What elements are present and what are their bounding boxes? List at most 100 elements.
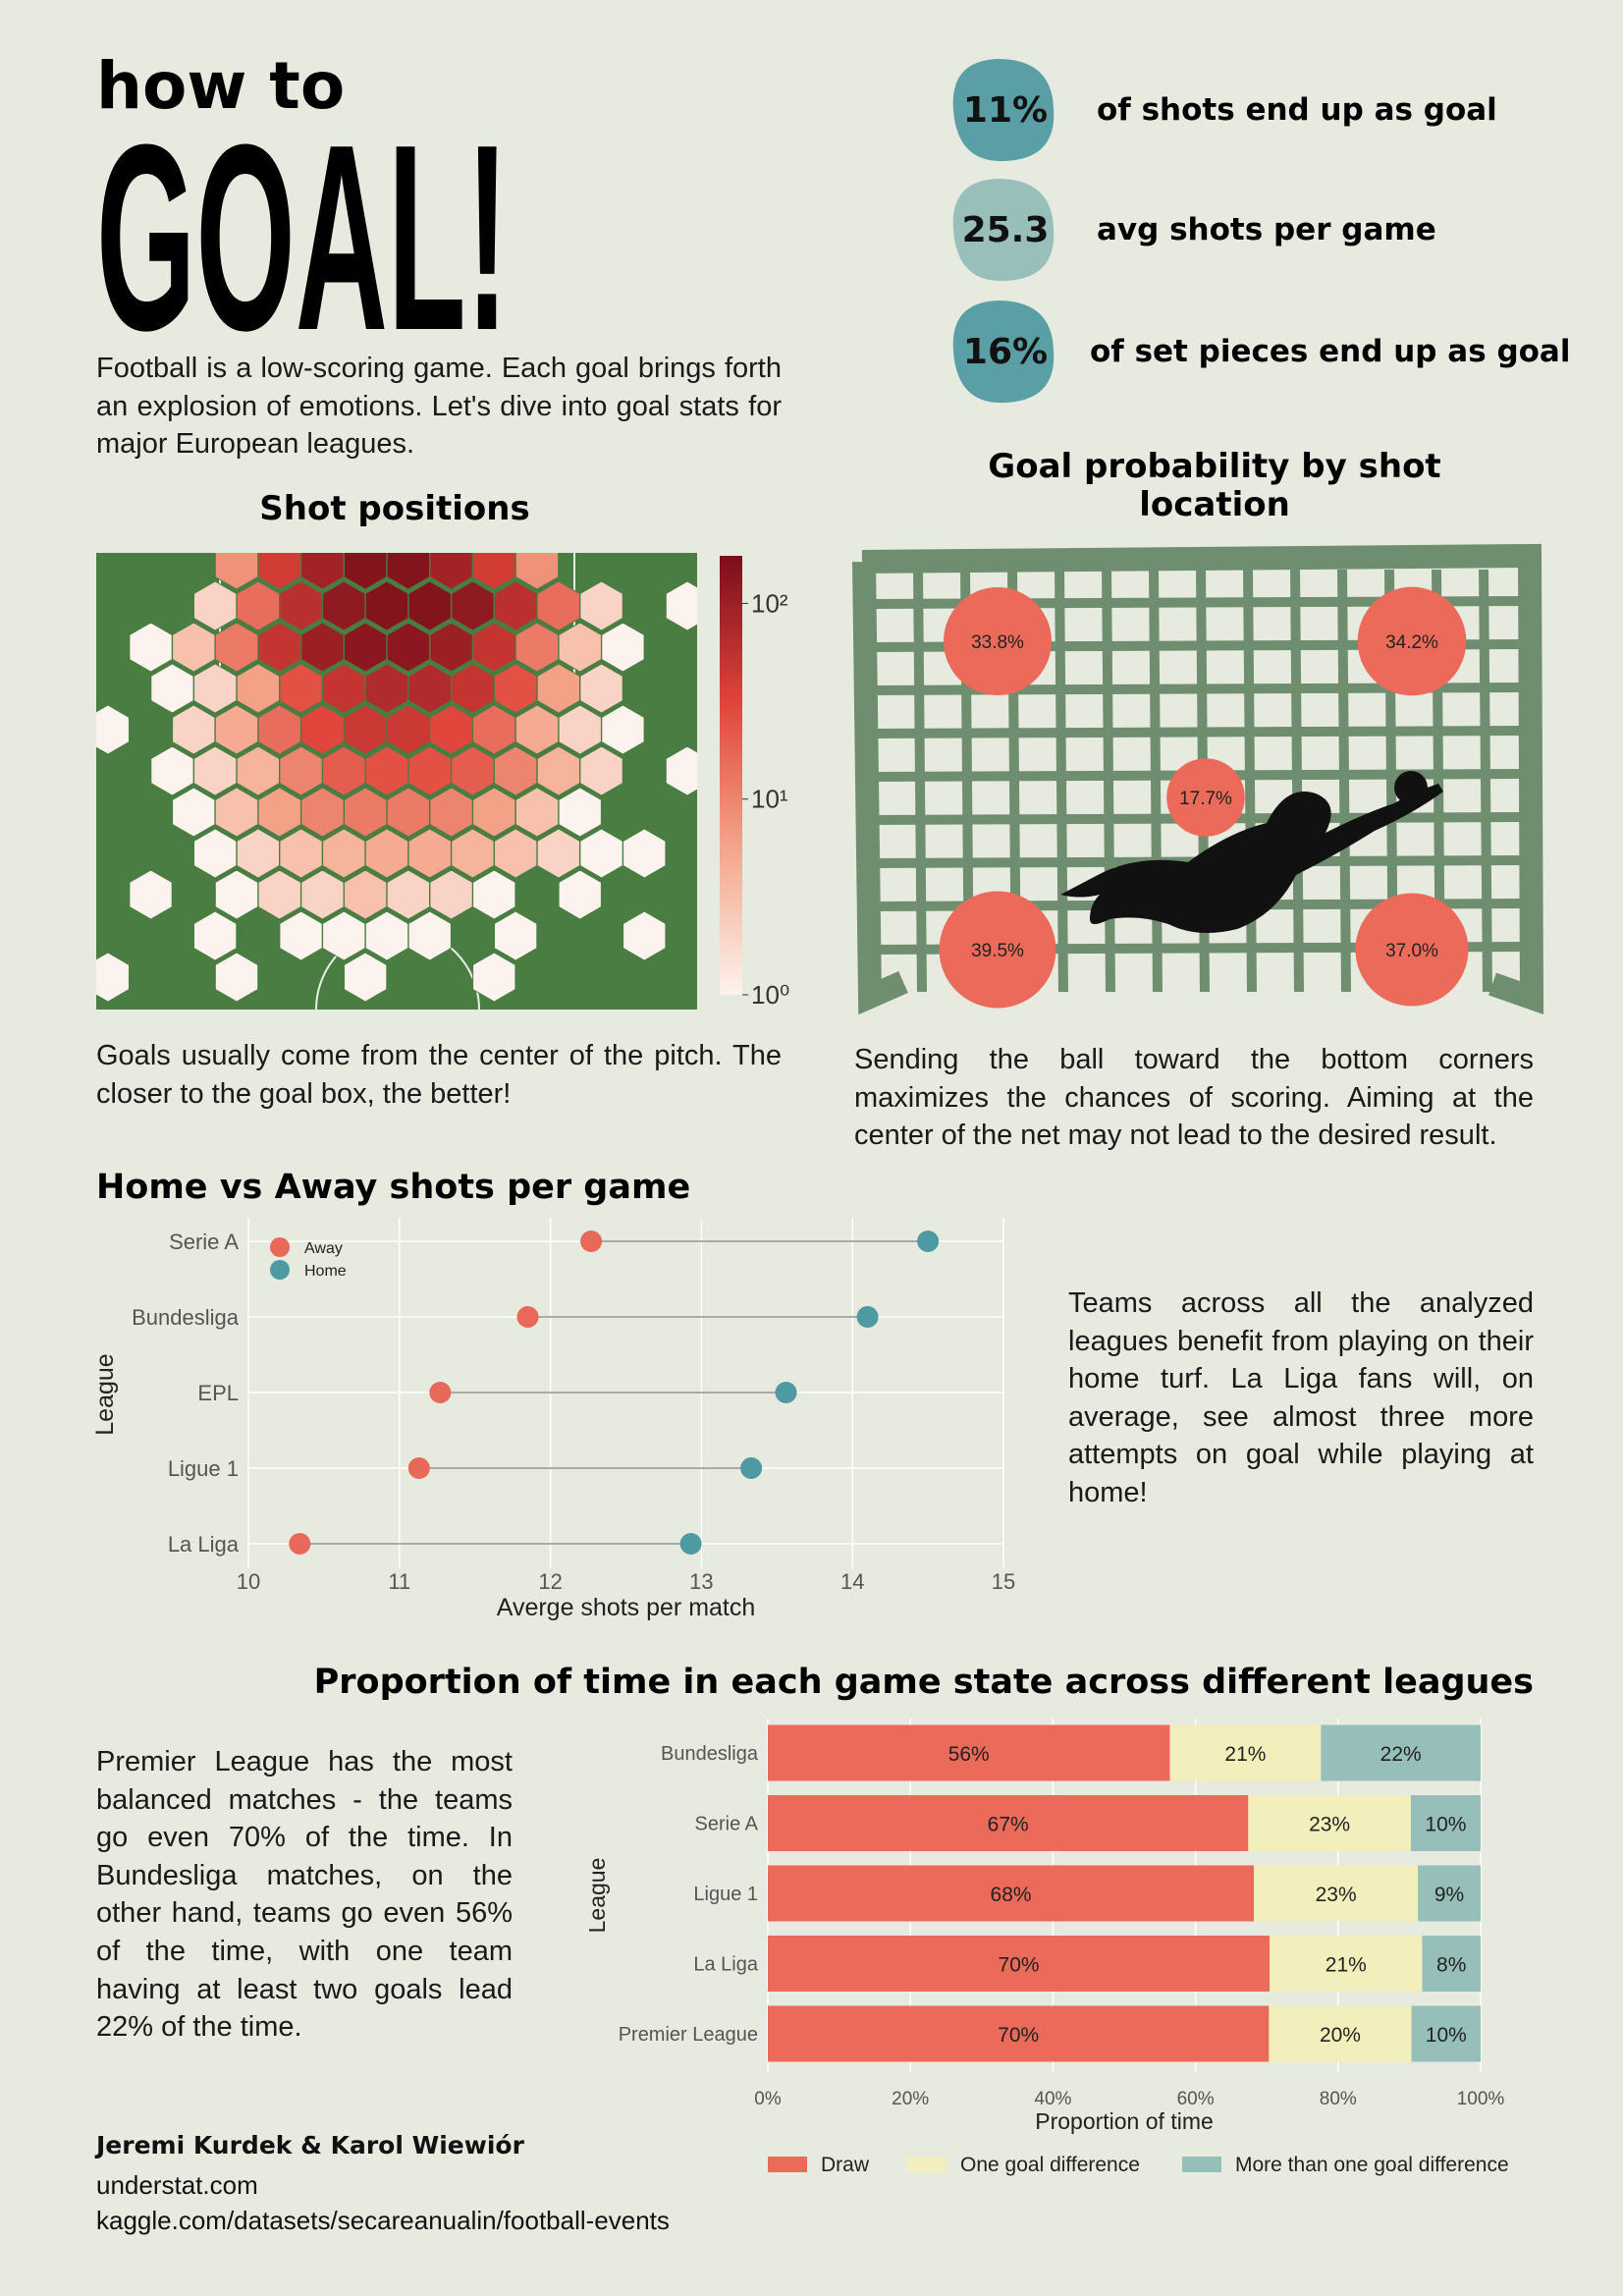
x-axis-label: Averge shots per match xyxy=(497,1594,756,1621)
legend-label: One goal difference xyxy=(960,2154,1140,2176)
stat-text: of set pieces end up as goal xyxy=(1090,334,1570,369)
dot xyxy=(580,1230,603,1252)
bar-segment xyxy=(768,1865,1255,1922)
dot xyxy=(289,1533,311,1555)
y-tick-label: Serie A xyxy=(695,1814,759,1835)
dot xyxy=(917,1230,940,1252)
hex xyxy=(300,553,345,590)
stat-value: 11% xyxy=(963,90,1048,131)
hex xyxy=(344,952,388,1003)
y-axis-label: League xyxy=(584,1858,610,1934)
legend-label: Draw xyxy=(821,2154,870,2176)
bar-segment xyxy=(1321,1724,1481,1781)
bar-segment xyxy=(768,2005,1270,2062)
y-tick-label: La Liga xyxy=(168,1532,240,1557)
hex xyxy=(96,952,130,1003)
legend-marker xyxy=(270,1237,290,1257)
bar-segment xyxy=(1269,2005,1412,2062)
dot xyxy=(740,1457,763,1479)
target xyxy=(1355,893,1469,1007)
target-label: 34.2% xyxy=(1385,632,1438,653)
bar-segment xyxy=(1254,1865,1419,1922)
x-tick-label: 40% xyxy=(1034,2089,1071,2109)
caption: Goals usually come from the center of th… xyxy=(96,1040,782,1110)
bar-segment xyxy=(1248,1795,1411,1851)
net-line xyxy=(1149,569,1163,993)
value-label: 8% xyxy=(1436,1954,1466,1977)
colorbar-label: 10¹ xyxy=(751,785,788,814)
caption: Sending the ball toward the bottom corne… xyxy=(854,1044,1534,1152)
target xyxy=(939,891,1056,1009)
source: understat.com xyxy=(96,2170,258,2200)
authors: Jeremi Kurdek & Karol Wiewiór xyxy=(96,2131,524,2159)
legend-swatch xyxy=(768,2157,807,2172)
y-tick-label: Premier League xyxy=(619,2024,758,2046)
stat-badge xyxy=(952,301,1055,404)
legend-label: Away xyxy=(304,1240,343,1257)
chart-title: Goal probability by shot location xyxy=(988,447,1440,524)
hex xyxy=(558,869,602,920)
colorbar xyxy=(720,556,742,995)
x-tick-label: 12 xyxy=(538,1569,562,1594)
y-tick-label: Serie A xyxy=(169,1230,239,1254)
dot xyxy=(775,1382,797,1403)
hex xyxy=(214,952,259,1003)
legend-label: More than one goal difference xyxy=(1235,2154,1509,2176)
bar-segment xyxy=(1270,1936,1423,1992)
bar-segment xyxy=(1422,1936,1481,1992)
target xyxy=(1166,758,1245,837)
y-tick-label: Ligue 1 xyxy=(168,1456,239,1481)
legend-swatch xyxy=(907,2157,947,2172)
net-line xyxy=(1479,569,1492,993)
stat-text: of shots end up as goal xyxy=(1097,92,1497,128)
hex xyxy=(622,910,667,961)
y-tick-label: Ligue 1 xyxy=(693,1884,758,1905)
hex xyxy=(579,580,623,631)
value-label: 70% xyxy=(999,1954,1040,1977)
legend-marker xyxy=(270,1260,290,1280)
bar-segment xyxy=(1410,1795,1481,1851)
hex xyxy=(665,580,697,631)
hex xyxy=(96,704,130,755)
target-label: 33.8% xyxy=(971,632,1024,653)
colorbar-label: 10² xyxy=(751,588,788,618)
x-tick-label: 0% xyxy=(754,2089,782,2109)
kicker: how to xyxy=(96,48,345,124)
value-label: 20% xyxy=(1320,2024,1361,2047)
net-line xyxy=(1290,569,1304,993)
x-tick-label: 100% xyxy=(1457,2089,1505,2109)
target xyxy=(944,587,1052,695)
bar-segment xyxy=(768,1724,1170,1781)
target-label: 39.5% xyxy=(971,941,1024,961)
x-tick-label: 15 xyxy=(992,1569,1015,1594)
value-label: 68% xyxy=(991,1884,1032,1906)
value-label: 10% xyxy=(1426,2024,1467,2047)
hex xyxy=(514,553,560,590)
hex xyxy=(407,910,452,961)
target-label: 37.0% xyxy=(1385,941,1438,961)
value-label: 9% xyxy=(1434,1884,1464,1906)
hex xyxy=(472,869,516,920)
source: kaggle.com/datasets/secareanualin/footba… xyxy=(96,2206,670,2235)
legend-swatch xyxy=(1182,2157,1221,2172)
y-axis-label: League xyxy=(91,1353,119,1435)
value-label: 70% xyxy=(998,2024,1039,2047)
caption: Premier League has the most balanced mat… xyxy=(96,1746,513,2044)
chart-title: Proportion of time in each game state ac… xyxy=(314,1663,1534,1702)
net-line xyxy=(1337,569,1351,993)
bar-segment xyxy=(768,1795,1249,1851)
ball xyxy=(1394,771,1428,804)
hex xyxy=(344,553,388,590)
hex xyxy=(601,704,645,755)
bar-segment xyxy=(1418,1865,1481,1922)
y-tick-label: La Liga xyxy=(693,1954,758,1976)
intro: Football is a low-scoring game. Each goa… xyxy=(96,353,782,461)
value-label: 67% xyxy=(988,1814,1029,1836)
value-label: 23% xyxy=(1309,1814,1350,1836)
y-tick-label: Bundesliga xyxy=(661,1743,759,1765)
dot xyxy=(856,1306,879,1328)
hex xyxy=(386,553,430,590)
x-axis-label: Proportion of time xyxy=(1035,2108,1214,2134)
